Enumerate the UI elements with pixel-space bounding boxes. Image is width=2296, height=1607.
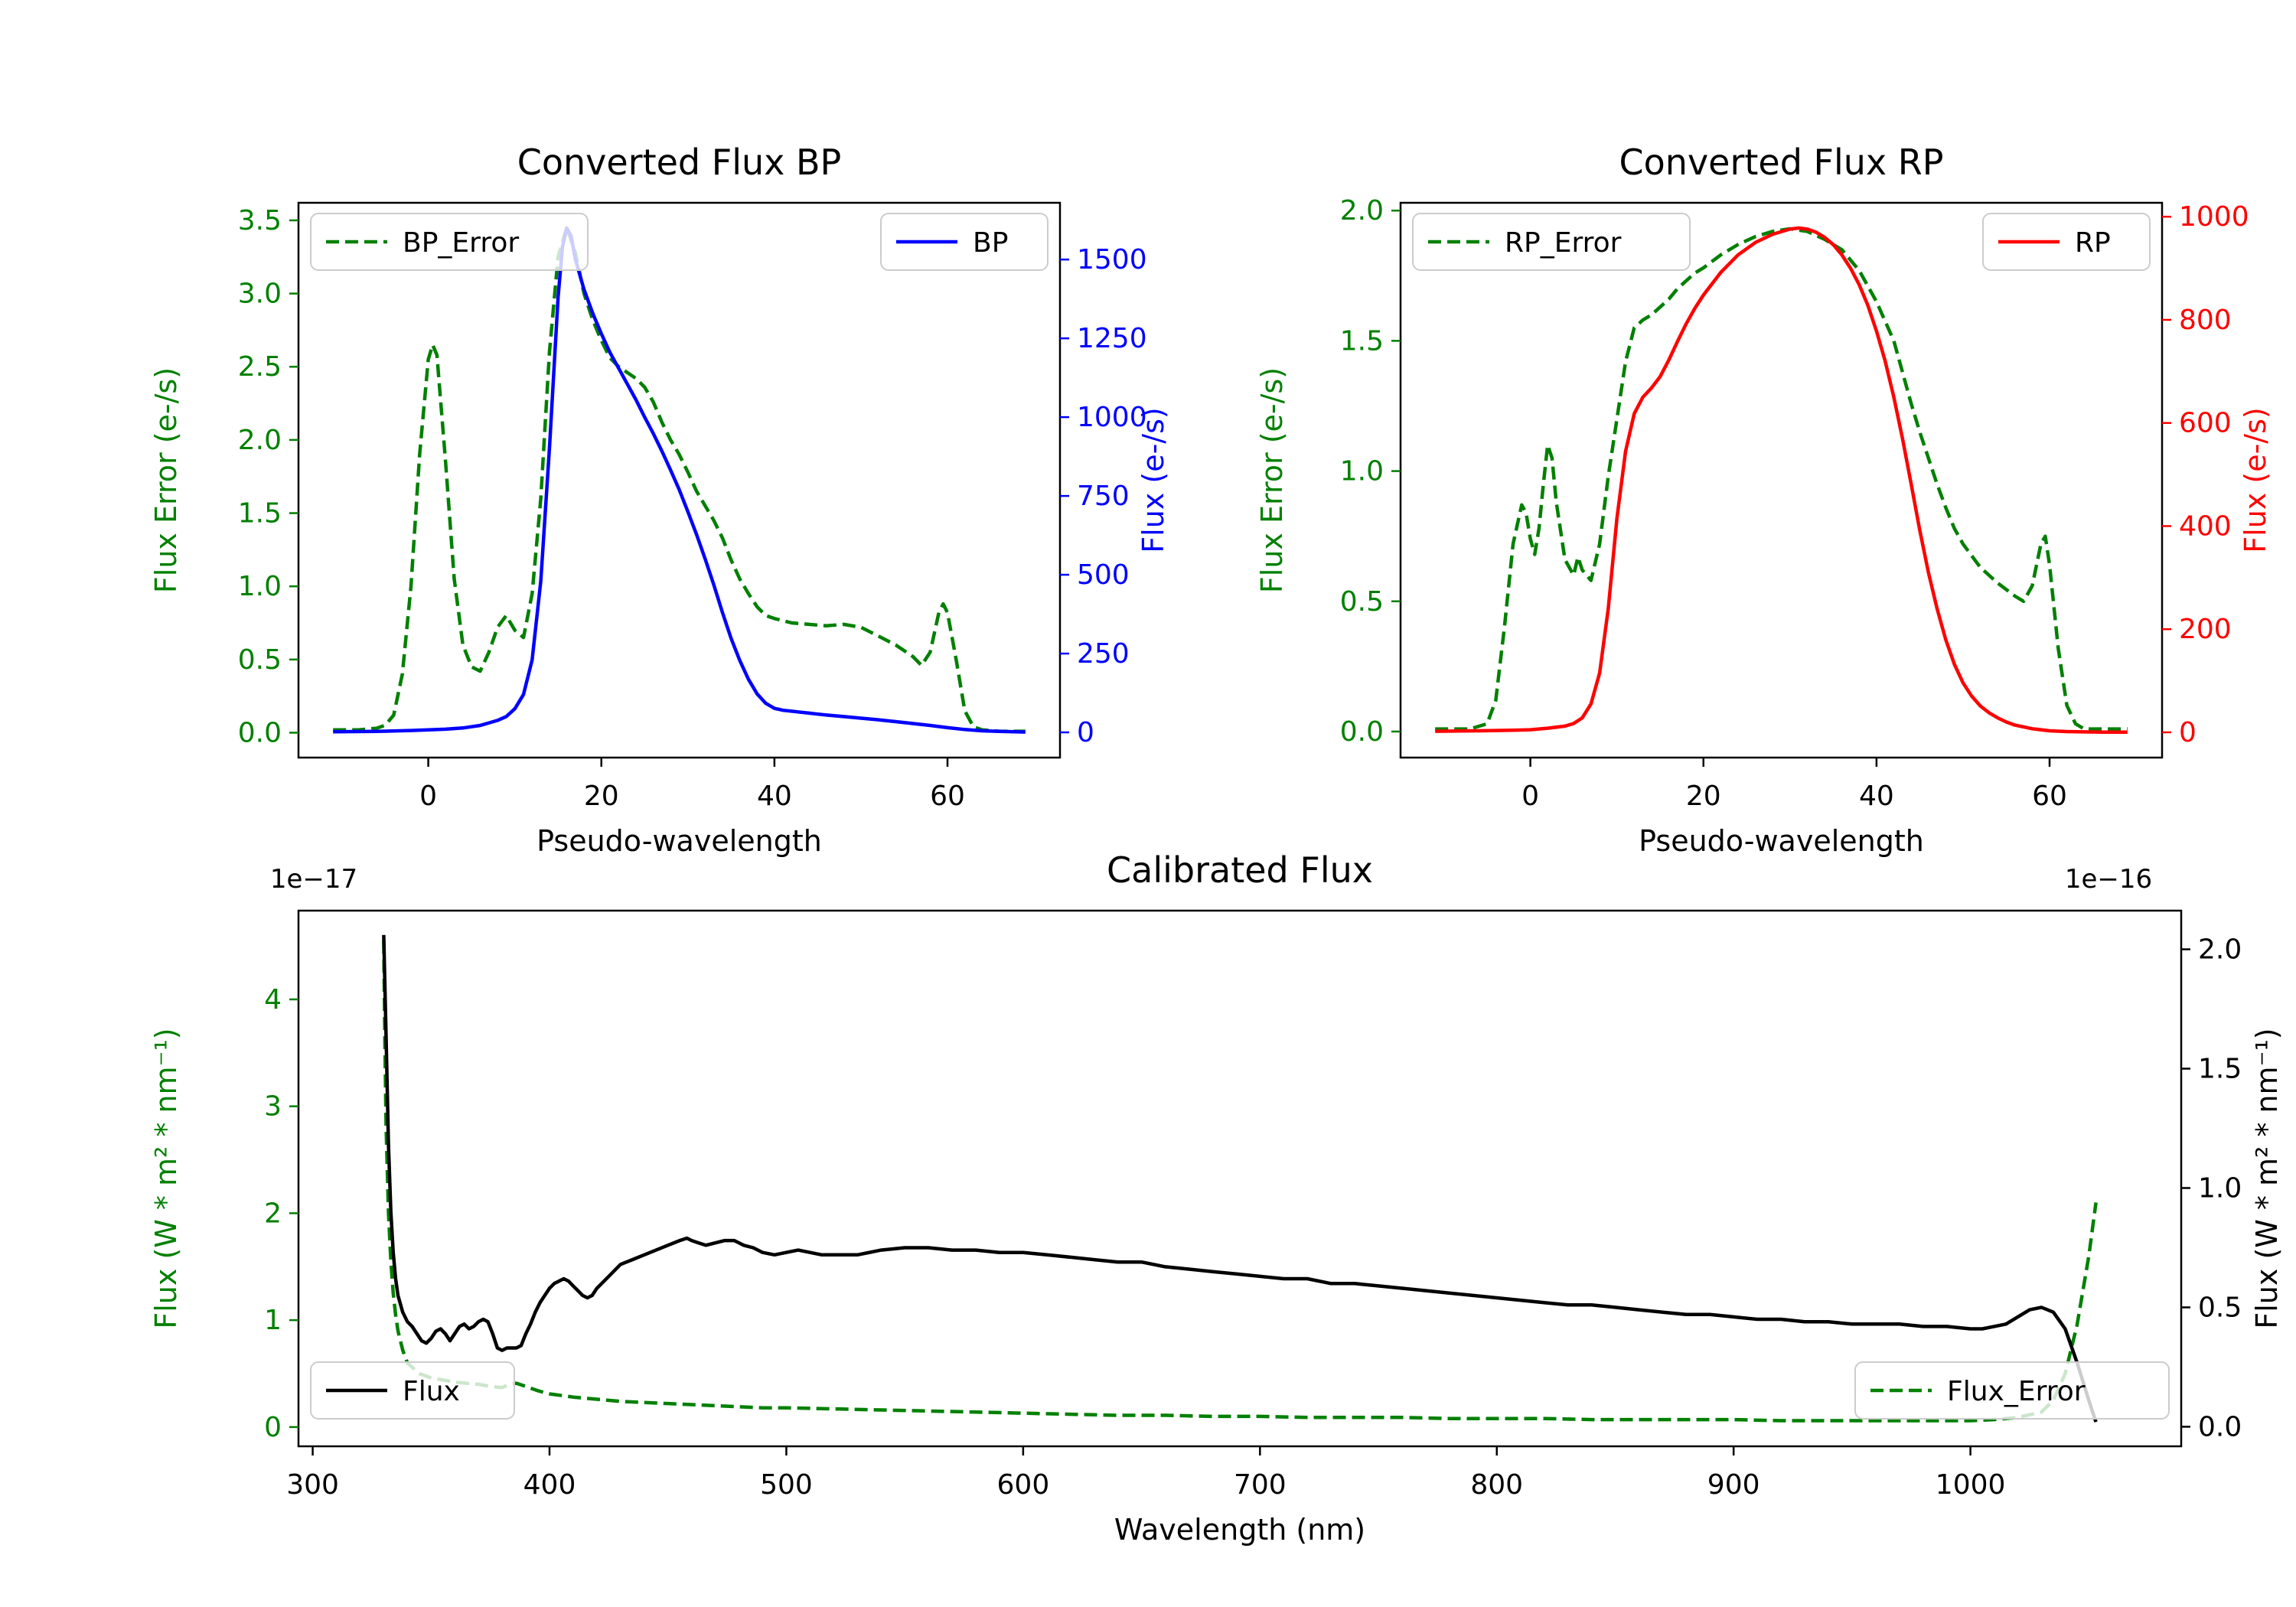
bp-line — [333, 226, 1026, 734]
y-left-tick-label: 0.5 — [1340, 586, 1384, 618]
y-right-tick-label: 0.5 — [2198, 1292, 2242, 1323]
y-left-axis-label: Flux (W * m² * nm⁻¹) — [149, 1028, 183, 1328]
y-left-tick-label: 0 — [264, 1412, 282, 1443]
x-tick-label: 60 — [930, 781, 965, 812]
y-left-tick-label: 2.0 — [1340, 195, 1384, 227]
legend-label-rp: RP — [2075, 227, 2111, 259]
y-right-offset-text: 1e−16 — [2065, 864, 2152, 895]
chart-converted-flux-bp: 0 20 40 60 0.0 0.5 1.0 1.5 2.0 2.5 3.0 3.5 0 250 500 75… — [149, 142, 1170, 858]
y-left-tick-label: 1.5 — [1340, 325, 1384, 357]
y-right-tick-label: 750 — [1077, 481, 1130, 512]
chart-converted-flux-rp: 0 20 40 60 0.0 0.5 1.0 1.5 2.0 0 200 400 600 800 1000 C… — [1255, 142, 2272, 858]
legend-label-bp-error: BP_Error — [403, 227, 519, 259]
chart-calibrated-flux: 300 400 500 600 700 800 900 1000 0 1 2 3 4 0.0 0.5 1.0 1… — [149, 849, 2284, 1547]
legend-box-rp-error — [1412, 213, 1691, 271]
y-left-tick-label: 2.5 — [238, 351, 282, 383]
x-tick-label: 0 — [1521, 781, 1539, 812]
y-right-tick-label: 600 — [2179, 408, 2232, 439]
axes-frame — [297, 909, 2183, 1448]
axes-frame — [297, 201, 1062, 759]
y-right-tick-label: 2.0 — [2198, 934, 2242, 966]
y-right-tick-label: 250 — [1077, 638, 1130, 670]
x-axis-label: Pseudo-wavelength — [536, 824, 822, 858]
x-axis-label: Pseudo-wavelength — [1639, 824, 1924, 858]
y-right-tick-label: 1000 — [2179, 201, 2249, 233]
y-right-tick-label: 0.0 — [2198, 1411, 2242, 1442]
y-right-axis-label: Flux (e-/s) — [2239, 407, 2272, 553]
y-left-tick-label: 4 — [264, 984, 282, 1015]
y-right-tick-label: 0 — [2179, 717, 2197, 748]
legend-box-rp — [1982, 213, 2151, 271]
x-tick-label: 20 — [1686, 781, 1721, 812]
x-tick-label: 40 — [1859, 781, 1894, 812]
y-left-tick-label: 2 — [264, 1198, 282, 1229]
y-right-tick-label: 400 — [2179, 510, 2232, 542]
x-tick-label: 800 — [1470, 1469, 1523, 1501]
x-tick-label: 40 — [757, 781, 792, 812]
legend-label-flux-error: Flux_Error — [1947, 1376, 2086, 1407]
chart-title: Calibrated Flux — [1107, 849, 1373, 891]
y-left-tick-label: 1.0 — [1340, 456, 1384, 487]
x-tick-label: 60 — [2032, 781, 2067, 812]
y-right-tick-label: 800 — [2179, 305, 2232, 336]
flux-line — [382, 934, 2098, 1423]
rp-error-line — [1435, 227, 2128, 731]
y-left-tick-label: 0.0 — [238, 717, 282, 748]
chart-title: Converted Flux BP — [517, 142, 842, 183]
y-left-tick-label: 0.0 — [1340, 716, 1384, 748]
legend-box-bp — [880, 213, 1049, 271]
y-left-tick-label: 0.5 — [238, 644, 282, 676]
y-right-tick-label: 0 — [1077, 717, 1094, 748]
flux-error-line — [382, 940, 2098, 1423]
x-axis-label: Wavelength (nm) — [1114, 1513, 1365, 1547]
bp-error-line — [333, 226, 1026, 733]
x-tick-label: 20 — [584, 781, 619, 812]
axes-frame — [1399, 201, 2164, 759]
y-right-tick-label: 1.5 — [2198, 1054, 2242, 1085]
y-left-tick-label: 2.0 — [238, 425, 282, 456]
y-right-tick-label: 1250 — [1077, 323, 1147, 354]
x-tick-label: 300 — [286, 1469, 339, 1501]
y-right-tick-label: 1500 — [1077, 244, 1147, 275]
y-left-tick-label: 3 — [264, 1091, 282, 1123]
rp-line — [1435, 226, 2128, 735]
y-left-tick-label: 3.5 — [238, 205, 282, 236]
legend-box-flux-error — [1854, 1361, 2170, 1420]
legend-label-rp-error: RP_Error — [1505, 227, 1622, 259]
y-right-tick-label: 1000 — [1077, 402, 1147, 433]
y-right-axis-label: Flux (W * m² * nm⁻¹) — [2250, 1028, 2284, 1328]
legend-label-bp: BP — [973, 227, 1008, 259]
x-tick-label: 600 — [997, 1469, 1050, 1501]
legend-box-flux — [310, 1361, 515, 1420]
y-left-tick-label: 1 — [264, 1305, 282, 1336]
x-tick-label: 1000 — [1936, 1469, 2006, 1501]
x-tick-label: 900 — [1707, 1469, 1760, 1501]
y-left-offset-text: 1e−17 — [270, 864, 357, 895]
x-tick-label: 0 — [419, 781, 437, 812]
y-left-axis-label: Flux Error (e-/s) — [149, 367, 183, 593]
x-tick-label: 500 — [760, 1469, 813, 1501]
y-left-tick-label: 3.0 — [238, 279, 282, 310]
y-left-tick-label: 1.0 — [238, 571, 282, 602]
y-left-tick-label: 1.5 — [238, 498, 282, 530]
x-tick-label: 400 — [523, 1469, 576, 1501]
y-right-tick-label: 1.0 — [2198, 1172, 2242, 1204]
legend-box-bp-error — [310, 213, 589, 271]
y-left-axis-label: Flux Error (e-/s) — [1255, 367, 1289, 593]
y-right-tick-label: 500 — [1077, 559, 1130, 591]
legend-label-flux: Flux — [403, 1376, 460, 1407]
chart-title: Converted Flux RP — [1619, 142, 1944, 183]
y-right-tick-label: 200 — [2179, 614, 2232, 645]
y-right-axis-label: Flux (e-/s) — [1137, 407, 1170, 553]
x-tick-label: 700 — [1234, 1469, 1287, 1501]
